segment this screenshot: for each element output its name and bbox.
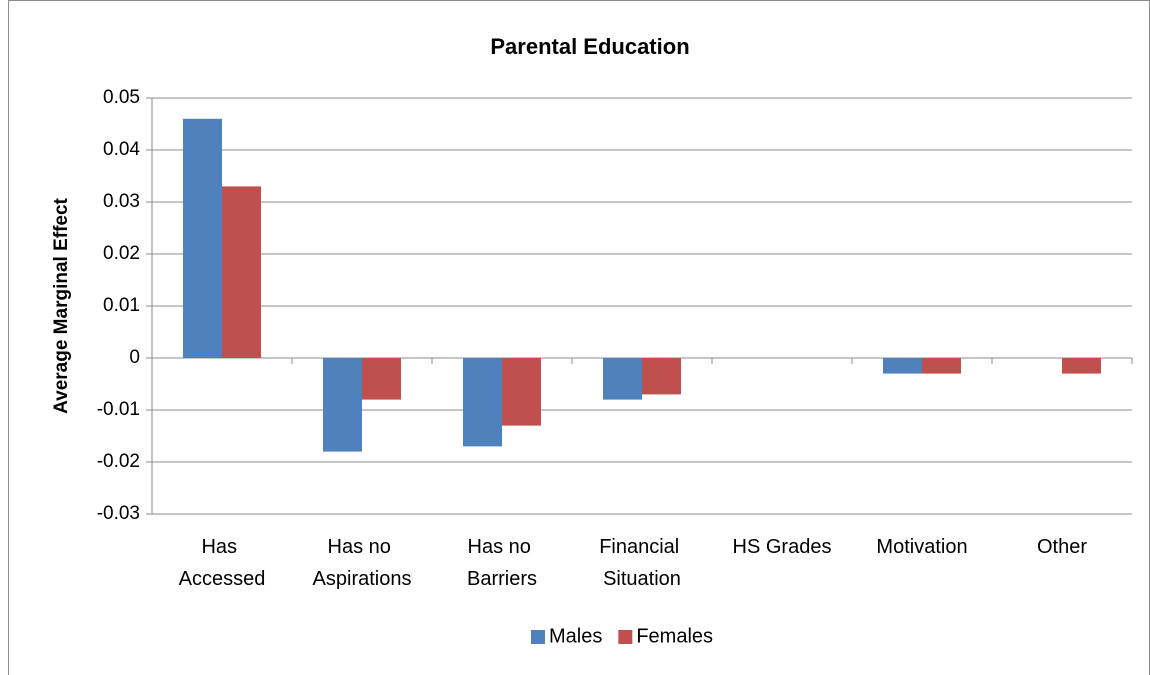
y-tick-label: 0.02 <box>103 243 140 264</box>
legend-swatch <box>618 630 633 644</box>
bar <box>323 358 362 452</box>
bar <box>502 358 541 426</box>
bar <box>1062 358 1101 374</box>
bar <box>642 358 681 395</box>
legend-swatch <box>530 630 545 644</box>
legend-label: Females <box>636 625 713 647</box>
bar <box>463 358 502 447</box>
legend-label: Males <box>549 625 602 647</box>
bar <box>222 186 261 358</box>
x-tick-label: HS Grades <box>733 536 832 558</box>
bar <box>603 358 642 400</box>
bar <box>922 358 961 374</box>
bar <box>183 118 222 358</box>
y-tick-label: 0.05 <box>103 87 140 108</box>
x-tick-label: Motivation <box>876 536 967 558</box>
legend: Males Females <box>530 625 713 647</box>
chart-title: Parental Education <box>490 34 689 59</box>
y-tick-label: 0.04 <box>103 139 140 160</box>
x-tick-label: Financial Situation <box>599 536 685 590</box>
x-tick-label: Has Accessed <box>179 536 266 590</box>
y-tick-label: 0.01 <box>103 295 140 316</box>
y-tick-label: 0.03 <box>103 191 140 212</box>
x-tick-label: Has no Barriers <box>467 536 537 590</box>
x-tick-label: Has no Aspirations <box>313 536 412 590</box>
y-tick-label: 0 <box>129 347 140 368</box>
x-tick-label: Other <box>1037 536 1087 558</box>
y-axis-title: Average Marginal Effect <box>51 197 72 413</box>
bar <box>883 358 922 374</box>
y-tick-label: -0.01 <box>97 399 140 420</box>
bar <box>362 358 401 400</box>
y-tick-label: -0.02 <box>97 451 140 472</box>
y-tick-label: -0.03 <box>97 503 140 524</box>
